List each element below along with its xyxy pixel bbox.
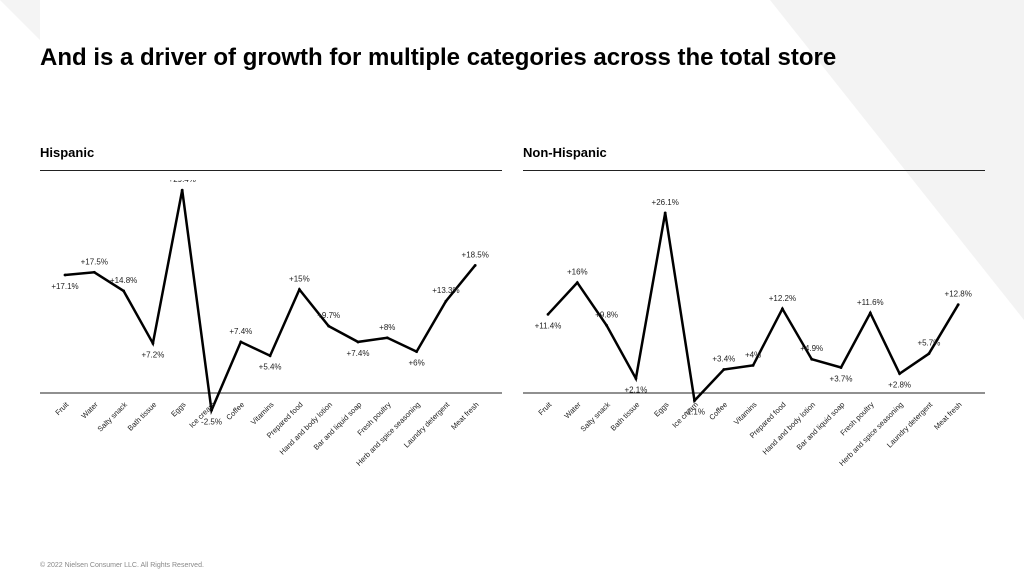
data-point xyxy=(298,288,301,291)
data-label: +2.1% xyxy=(624,386,647,395)
category-label: Vitamins xyxy=(249,400,276,427)
slide-title: And is a driver of growth for multiple c… xyxy=(40,44,837,71)
data-label: +11.4% xyxy=(535,321,562,330)
data-label: +6% xyxy=(408,359,424,368)
data-label: +8% xyxy=(379,323,395,332)
data-label: +17.1% xyxy=(51,282,78,291)
data-point xyxy=(268,354,272,358)
data-label: +2.8% xyxy=(888,381,911,390)
data-point xyxy=(239,340,243,344)
data-label: +3.4% xyxy=(712,355,735,364)
data-label: +12.8% xyxy=(945,290,972,299)
data-label: +9.7% xyxy=(317,311,340,320)
data-point xyxy=(151,341,155,345)
category-label: Hand and body lotion xyxy=(278,400,334,456)
data-point xyxy=(180,188,184,192)
data-label: +14.8% xyxy=(110,276,137,285)
data-point xyxy=(663,211,667,215)
category-label: Fruit xyxy=(53,399,71,417)
data-label: +17.5% xyxy=(81,257,108,266)
data-point xyxy=(575,281,579,284)
data-point xyxy=(810,357,814,361)
category-label: Meat fresh xyxy=(932,400,963,431)
data-point xyxy=(605,323,608,327)
hispanic-panel-rule xyxy=(40,170,502,171)
data-label: -2.5% xyxy=(201,417,222,426)
category-label: Eggs xyxy=(652,400,671,419)
category-label: Water xyxy=(79,400,100,421)
category-label: Coffee xyxy=(224,400,246,422)
data-label: +9.8% xyxy=(595,310,618,319)
non-hispanic-panel-rule xyxy=(523,170,985,171)
data-point xyxy=(722,368,726,371)
data-point xyxy=(839,366,843,369)
data-point xyxy=(898,372,901,376)
category-label: Bath tissue xyxy=(609,400,642,433)
data-point xyxy=(327,324,331,328)
category-label: Water xyxy=(562,400,583,421)
data-label: +18.5% xyxy=(462,250,489,259)
data-point xyxy=(751,364,755,367)
category-label: Vitamins xyxy=(732,400,759,427)
data-point xyxy=(356,340,360,344)
hispanic-line-chart: +17.1% Fruit +17.5% Water +14.8% Salty snack +… xyxy=(40,180,502,468)
category-label: Eggs xyxy=(169,400,188,419)
data-point xyxy=(693,399,696,402)
data-label: -1.1% xyxy=(684,408,705,417)
category-label: Fruit xyxy=(536,399,554,417)
data-label: +15% xyxy=(289,275,310,284)
data-point xyxy=(122,289,125,293)
data-label: +7.4% xyxy=(347,349,370,358)
data-label: +11.6% xyxy=(857,298,884,307)
data-label: +12.2% xyxy=(769,294,796,303)
data-point xyxy=(634,377,638,380)
data-point xyxy=(385,336,389,340)
data-label: +29.4% xyxy=(169,180,196,184)
category-label: Meat fresh xyxy=(449,400,480,431)
data-label: +7.4% xyxy=(229,327,252,336)
category-label: Salty snack xyxy=(96,400,130,434)
data-point xyxy=(92,270,96,274)
data-point xyxy=(956,303,960,307)
data-label: +7.2% xyxy=(141,350,164,359)
category-label: Coffee xyxy=(707,400,729,422)
data-label: +13.3% xyxy=(432,286,459,295)
data-label: +26.1% xyxy=(652,198,679,207)
copyright-footer: © 2022 Nielsen Consumer LLC. All Rights … xyxy=(40,562,204,569)
data-label: +5.4% xyxy=(259,363,282,372)
data-point xyxy=(444,299,448,303)
data-point xyxy=(868,311,872,315)
data-label: +3.7% xyxy=(830,374,853,383)
series-line xyxy=(64,189,477,415)
data-label: +4% xyxy=(745,350,761,359)
data-point xyxy=(781,307,784,311)
data-label: +5.7% xyxy=(917,339,940,348)
category-label: Hand and body lotion xyxy=(761,400,817,456)
data-label: +16% xyxy=(567,268,588,277)
data-point xyxy=(415,350,418,353)
non-hispanic-panel-title: Non-Hispanic xyxy=(523,145,607,160)
series-line xyxy=(547,212,960,404)
hispanic-panel-title: Hispanic xyxy=(40,145,95,160)
data-point xyxy=(63,273,67,277)
category-label: Salty snack xyxy=(579,400,613,434)
data-point xyxy=(546,312,550,316)
data-label: +4.9% xyxy=(800,344,823,353)
non-hispanic-line-chart: +11.4% Fruit +16% Water +9.8% Salty snack +2.1… xyxy=(523,198,985,468)
category-label: Bath tissue xyxy=(126,400,159,433)
data-point xyxy=(210,408,213,412)
data-point xyxy=(927,352,931,356)
data-point xyxy=(473,263,477,267)
